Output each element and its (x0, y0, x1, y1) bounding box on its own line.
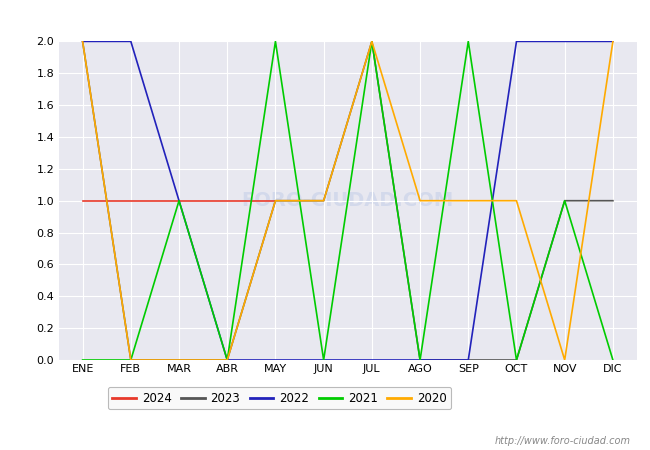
2021 (224, 357, 231, 363)
2022 (464, 357, 472, 363)
2023 (320, 198, 328, 203)
2020 (272, 198, 280, 203)
2022 (272, 357, 280, 363)
Legend: 2024, 2023, 2022, 2021, 2020: 2024, 2023, 2022, 2021, 2020 (107, 387, 452, 410)
2021 (79, 357, 86, 363)
2023 (79, 39, 86, 44)
Text: FORO-CIUDAD.COM: FORO-CIUDAD.COM (242, 191, 454, 210)
2021 (513, 357, 521, 363)
2024 (224, 198, 231, 203)
2020 (464, 198, 472, 203)
2021 (561, 198, 569, 203)
2021 (609, 357, 617, 363)
Line: 2020: 2020 (83, 41, 613, 360)
2023 (561, 198, 569, 203)
2023 (513, 357, 521, 363)
2022 (320, 357, 328, 363)
Text: http://www.foro-ciudad.com: http://www.foro-ciudad.com (495, 436, 630, 446)
2022 (561, 39, 569, 44)
2024 (272, 198, 280, 203)
2022 (416, 357, 424, 363)
2021 (272, 39, 280, 44)
2022 (127, 39, 135, 44)
2020 (224, 357, 231, 363)
2020 (416, 198, 424, 203)
2024 (79, 198, 86, 203)
2023 (224, 357, 231, 363)
2021 (127, 357, 135, 363)
2020 (320, 198, 328, 203)
2022 (79, 39, 86, 44)
2020 (368, 39, 376, 44)
Text: Matriculaciones de Vehiculos en Ruiloba: Matriculaciones de Vehiculos en Ruiloba (159, 9, 491, 27)
2024 (175, 198, 183, 203)
2023 (127, 357, 135, 363)
2021 (464, 39, 472, 44)
2021 (175, 198, 183, 203)
2021 (368, 39, 376, 44)
2023 (368, 39, 376, 44)
2020 (127, 357, 135, 363)
2020 (513, 198, 521, 203)
2021 (320, 357, 328, 363)
2022 (513, 39, 521, 44)
2023 (175, 357, 183, 363)
Line: 2022: 2022 (83, 41, 613, 360)
2023 (272, 198, 280, 203)
2022 (175, 198, 183, 203)
2020 (609, 39, 617, 44)
2023 (416, 357, 424, 363)
2023 (609, 198, 617, 203)
2023 (464, 357, 472, 363)
2022 (609, 39, 617, 44)
2020 (561, 357, 569, 363)
2022 (368, 357, 376, 363)
2022 (224, 357, 231, 363)
2020 (175, 357, 183, 363)
Line: 2023: 2023 (83, 41, 613, 360)
2020 (79, 39, 86, 44)
2021 (416, 357, 424, 363)
Line: 2021: 2021 (83, 41, 613, 360)
2024 (127, 198, 135, 203)
